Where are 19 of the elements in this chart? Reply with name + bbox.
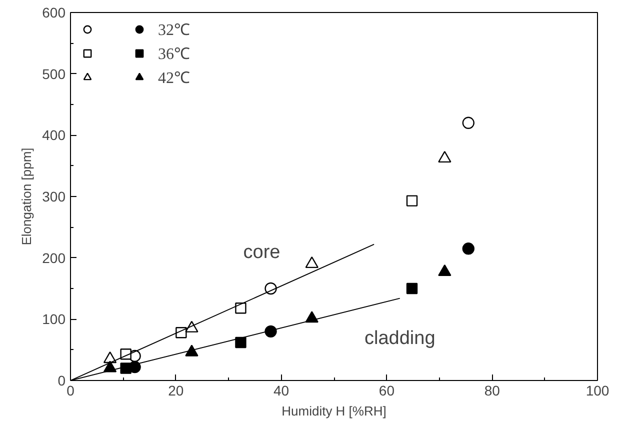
x-tick-label: 100 — [586, 382, 610, 398]
y-tick-label: 500 — [42, 66, 66, 82]
x-tick-label: 40 — [274, 382, 290, 398]
y-tick-label: 600 — [42, 4, 66, 20]
x-tick-label: 20 — [168, 382, 184, 398]
y-tick-label: 0 — [58, 372, 66, 388]
y-tick-label: 400 — [42, 127, 66, 144]
series-label: cladding — [364, 328, 436, 349]
y-tick-label: 100 — [42, 311, 66, 328]
y-tick-label: 200 — [42, 250, 66, 266]
x-axis-title: Humidity H [%RH] — [282, 404, 386, 418]
y-tick-label: 300 — [42, 188, 66, 204]
y-axis-title: Elongation [ppm] — [19, 148, 34, 246]
x-tick-label: 80 — [484, 382, 500, 398]
legend-label: 42℃ — [158, 69, 190, 88]
legend-label: 32℃ — [158, 21, 190, 40]
legend-label: 36℃ — [158, 45, 190, 64]
x-tick-label: 60 — [378, 382, 395, 398]
series-label: core — [243, 242, 280, 264]
